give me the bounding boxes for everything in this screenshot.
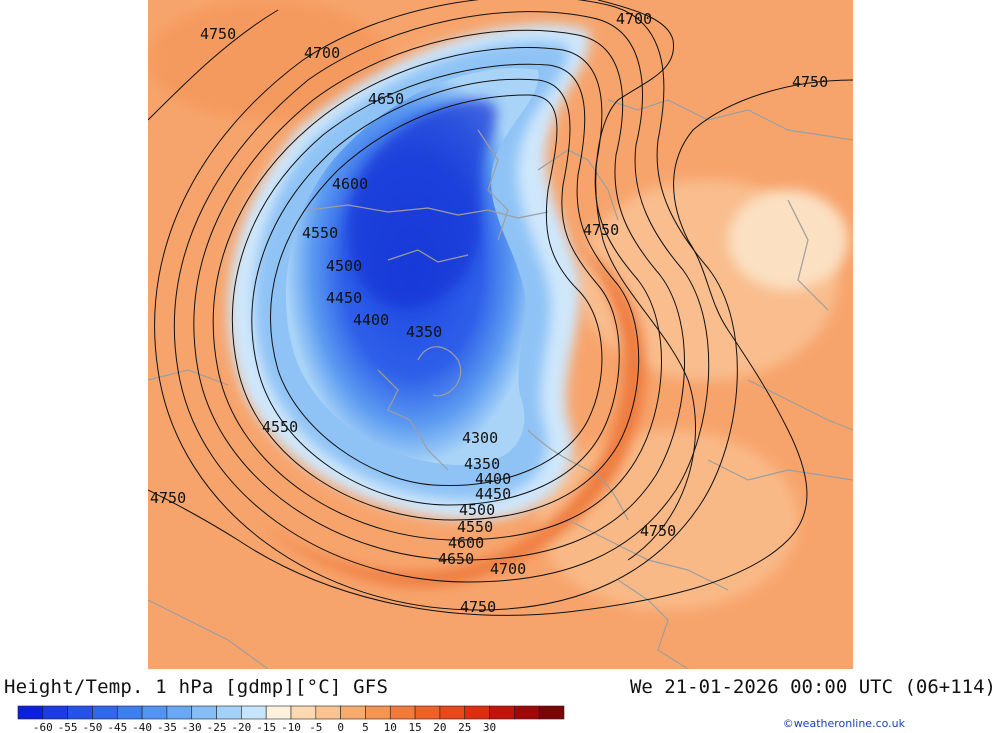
contour-label: 4550: [262, 418, 298, 436]
contour-label: 4750: [200, 25, 236, 43]
color-scale-tick-label: -40: [132, 721, 152, 733]
map: 4750 4700 4650 4600 4550 4500 4450 4400 …: [148, 0, 853, 669]
color-scale-tick-label: -50: [83, 721, 103, 733]
color-swatch: [414, 705, 441, 720]
color-scale-tick-label: -30: [182, 721, 202, 733]
color-scale-legend: -60 -55 -50 -45 -40 -35 -30 -25 -20 -15 -10 -5 0 5 10 1…: [17, 705, 565, 733]
color-swatch: [514, 705, 540, 720]
color-scale-labels: -60 -55 -50 -45 -40 -35 -30 -25 -20 -15 -10 -5 0 5 10 1…: [33, 721, 496, 733]
color-scale-tick-label: -5: [309, 721, 322, 733]
color-scale-tick-label: 30: [483, 721, 496, 733]
color-swatch: [489, 705, 515, 720]
contour-label: 4700: [616, 10, 652, 28]
color-swatch: [166, 705, 193, 720]
map-title: Height/Temp. 1 hPa [gdmp][°C] GFS: [4, 676, 389, 698]
color-swatch: [290, 705, 317, 720]
contour-label: 4750: [640, 522, 676, 540]
height-contours: [148, 0, 853, 616]
color-scale-tick-label: 0: [337, 721, 344, 733]
contour-label: 4400: [353, 311, 389, 329]
coastlines: [148, 99, 853, 669]
contour-label: 4550: [302, 224, 338, 242]
contour-label: 4500: [459, 501, 495, 519]
contour-label: 4750: [792, 73, 828, 91]
color-swatch: [216, 705, 242, 720]
color-swatch: [315, 705, 341, 720]
color-scale-tick-label: 20: [433, 721, 446, 733]
color-scale-tick-label: -20: [231, 721, 251, 733]
color-scale-tick-label: -45: [107, 721, 127, 733]
color-swatch: [439, 705, 466, 720]
temperature-field: [148, 0, 853, 669]
contour-label: 4750: [460, 598, 496, 616]
credit-link[interactable]: ©weatheronline.co.uk: [782, 717, 905, 730]
contour-label: 4450: [326, 289, 362, 307]
color-swatch: [340, 705, 366, 720]
color-swatch: [92, 705, 118, 720]
contour-label: 4600: [448, 534, 484, 552]
color-scale-tick-label: -25: [207, 721, 227, 733]
color-scale-tick-label: 15: [408, 721, 421, 733]
contour-labels: 4750 4700 4650 4600 4550 4500 4450 4400 …: [150, 10, 828, 616]
color-scale-tick-label: -55: [58, 721, 78, 733]
contour-label: 4700: [490, 560, 526, 578]
color-swatch: [116, 705, 143, 720]
contour-label: 4350: [406, 323, 442, 341]
contour-label: 4300: [462, 429, 498, 447]
color-swatch: [464, 705, 490, 720]
valid-time: We 21-01-2026 00:00 UTC (06+114): [629, 676, 996, 698]
contour-label: 4750: [583, 221, 619, 239]
contour-label: 4650: [438, 550, 474, 568]
color-swatch: [389, 705, 416, 720]
color-swatch: [191, 705, 217, 720]
contour-label: 4650: [368, 90, 404, 108]
color-swatch: [265, 705, 292, 720]
color-swatch: [538, 705, 565, 720]
contour-label: 4500: [326, 257, 362, 275]
color-swatch: [67, 705, 93, 720]
color-scale-tick-label: -15: [256, 721, 276, 733]
color-swatch: [365, 705, 391, 720]
color-scale-swatches: [17, 705, 565, 720]
color-scale-tick-label: -10: [281, 721, 301, 733]
color-swatch: [17, 705, 44, 720]
contour-label: 4450: [475, 485, 511, 503]
color-swatch: [141, 705, 168, 720]
contour-label: 4750: [150, 489, 186, 507]
color-swatch: [42, 705, 68, 720]
color-scale-tick-label: 25: [458, 721, 471, 733]
contour-label: 4550: [457, 518, 493, 536]
contour-label: 4600: [332, 175, 368, 193]
color-scale-tick-label: 10: [384, 721, 397, 733]
contour-label: 4700: [304, 44, 340, 62]
color-scale-tick-label: 5: [362, 721, 369, 733]
contour-label: 4400: [475, 470, 511, 488]
color-scale-tick-label: -60: [33, 721, 53, 733]
color-scale-tick-label: -35: [157, 721, 177, 733]
color-swatch: [241, 705, 267, 720]
contour-label: 4350: [464, 455, 500, 473]
